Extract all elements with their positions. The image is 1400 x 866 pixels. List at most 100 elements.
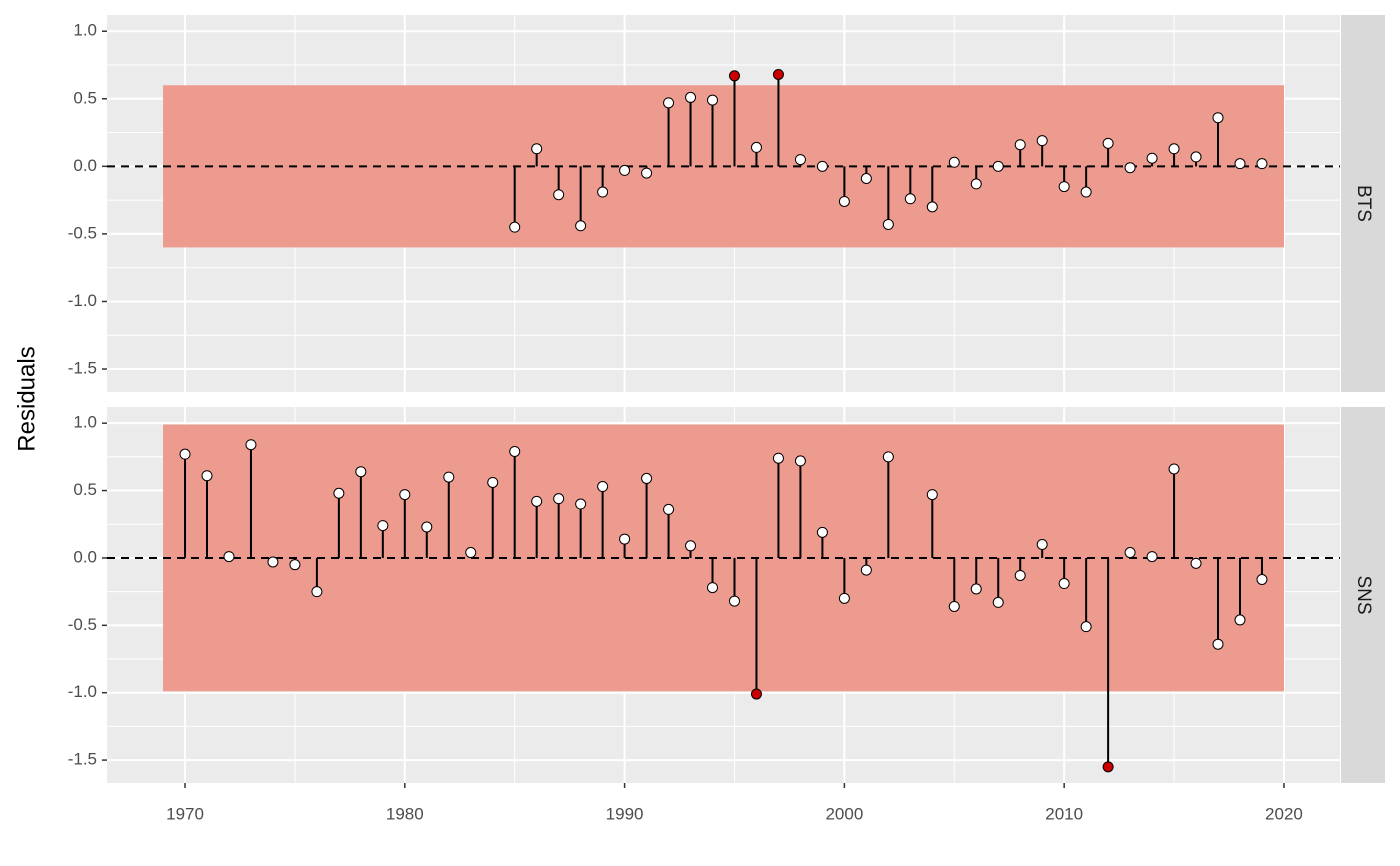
point <box>970 583 982 595</box>
point <box>1036 135 1048 147</box>
point <box>1256 574 1268 586</box>
point <box>860 564 872 576</box>
point <box>245 439 257 451</box>
y-tick-label: -0.5 <box>68 615 97 634</box>
point <box>970 178 982 190</box>
point <box>882 218 894 230</box>
point <box>333 487 345 499</box>
point <box>1124 162 1136 174</box>
point <box>992 160 1004 172</box>
y-tick-label: -1.0 <box>68 682 97 701</box>
point <box>1014 569 1026 581</box>
point <box>201 470 213 482</box>
point <box>816 160 828 172</box>
y-tick-label: 1.0 <box>73 21 97 40</box>
point <box>992 596 1004 608</box>
point <box>487 476 499 488</box>
y-tick-label: -0.5 <box>68 223 97 242</box>
x-tick-label: 2000 <box>825 804 863 823</box>
y-axis-label: Residuals <box>13 346 40 451</box>
point <box>509 221 521 233</box>
point <box>838 592 850 604</box>
y-tick-label: 0.0 <box>73 156 97 175</box>
y-tick-label: 0.0 <box>73 547 97 566</box>
point <box>1080 186 1092 198</box>
point <box>465 547 477 559</box>
strip-label: SNS <box>1353 575 1374 614</box>
point <box>553 189 565 201</box>
point <box>531 495 543 507</box>
point <box>1124 547 1136 559</box>
point <box>728 595 740 607</box>
point <box>1212 112 1224 124</box>
point <box>926 489 938 501</box>
point <box>794 455 806 467</box>
point <box>685 91 697 103</box>
point <box>641 472 653 484</box>
point <box>509 445 521 457</box>
point <box>772 68 784 80</box>
point <box>1146 551 1158 563</box>
point <box>311 586 323 598</box>
y-tick-label: 0.5 <box>73 480 97 499</box>
point <box>597 481 609 493</box>
point <box>1146 152 1158 164</box>
point <box>772 452 784 464</box>
point <box>355 466 367 478</box>
point <box>399 489 411 501</box>
y-tick-label: 0.5 <box>73 88 97 107</box>
point <box>750 688 762 700</box>
point <box>1036 538 1048 550</box>
point <box>1058 181 1070 193</box>
point <box>1190 151 1202 163</box>
point <box>1102 137 1114 149</box>
point <box>707 94 719 106</box>
point <box>882 451 894 463</box>
x-tick-label: 1980 <box>386 804 424 823</box>
point <box>641 167 653 179</box>
point <box>531 143 543 155</box>
point <box>816 526 828 538</box>
point <box>1212 638 1224 650</box>
point <box>904 193 916 205</box>
y-tick-label: -1.0 <box>68 291 97 310</box>
point <box>1234 614 1246 626</box>
x-tick-label: 1990 <box>606 804 644 823</box>
x-tick-label: 1970 <box>166 804 204 823</box>
point <box>1190 557 1202 569</box>
point <box>663 503 675 515</box>
y-tick-label: -1.5 <box>68 359 97 378</box>
point <box>926 201 938 213</box>
strip <box>1341 15 1385 392</box>
point <box>860 173 872 185</box>
point <box>223 551 235 563</box>
point <box>619 533 631 545</box>
point <box>838 195 850 207</box>
point <box>179 448 191 460</box>
x-tick-label: 2020 <box>1265 804 1303 823</box>
y-tick-label: -1.5 <box>68 750 97 769</box>
point <box>377 520 389 532</box>
point <box>289 559 301 571</box>
point <box>575 220 587 232</box>
point <box>750 141 762 153</box>
point <box>1234 158 1246 170</box>
x-tick-label: 2010 <box>1045 804 1083 823</box>
point <box>421 521 433 533</box>
point <box>948 156 960 168</box>
point <box>1256 158 1268 170</box>
point <box>728 70 740 82</box>
point <box>663 97 675 109</box>
point <box>1168 143 1180 155</box>
point <box>707 582 719 594</box>
y-tick-label: 1.0 <box>73 413 97 432</box>
point <box>443 471 455 483</box>
point <box>685 540 697 552</box>
point <box>1102 761 1114 773</box>
point <box>619 164 631 176</box>
point <box>597 186 609 198</box>
strip-label: BTS <box>1353 185 1374 222</box>
strip <box>1341 407 1385 783</box>
point <box>1080 621 1092 633</box>
